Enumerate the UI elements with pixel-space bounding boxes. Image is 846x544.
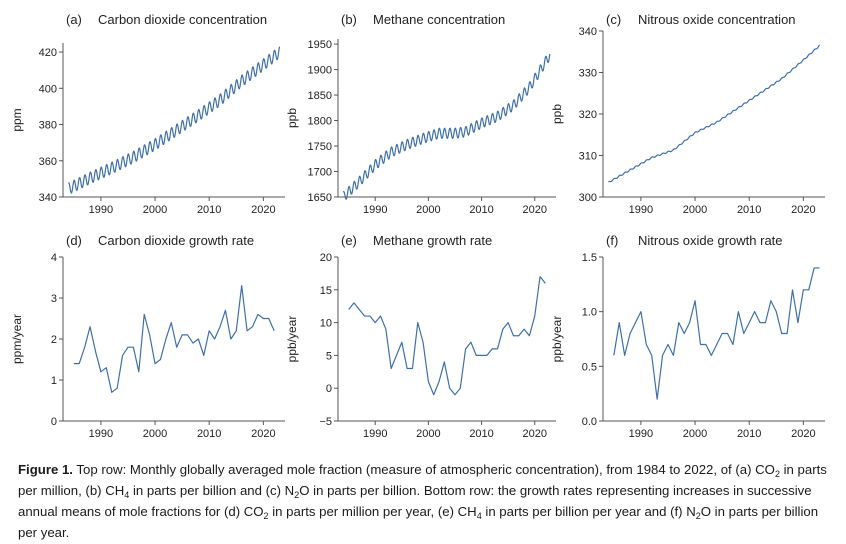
panel-c-title: Nitrous oxide concentration (638, 12, 796, 27)
panel-a-ylabel: ppm (10, 108, 24, 131)
panel-d-ytick-label-0: 0 (51, 416, 57, 428)
panel-d-ytick-label-4: 4 (51, 252, 57, 264)
panel-c-xtick-label-2: 2010 (737, 204, 761, 216)
panel-d-series-0-line (73, 285, 275, 393)
panel-a-title: Carbon dioxide concentration (98, 12, 267, 27)
figure: (a) Carbon dioxide concentration 340 360 380… (10, 12, 825, 440)
panel-a-ytick-label-3: 400 (39, 83, 57, 95)
panel-c-series-0-line (608, 44, 821, 183)
caption-subscript-6: 2 (695, 511, 701, 521)
panel-d-ytick-label-1: 1 (51, 375, 57, 387)
caption-text-5: in parts per million per year, (e) CH (268, 504, 477, 519)
panel-f-xtick-label-1: 2000 (683, 428, 707, 440)
panel-e-xtick-label-2: 2010 (469, 428, 493, 440)
caption-subscript-5: 4 (476, 511, 482, 521)
panel-e-ytick-label-0: −5 (319, 416, 332, 428)
panel-e-letter: (e) (341, 233, 357, 248)
panel-b-title: Methane concentration (373, 12, 505, 27)
panel-f-xtick-label-3: 2020 (791, 428, 815, 440)
panel-f-ylabel: ppb/year (550, 316, 564, 363)
panel-c-ytick-label-4: 340 (579, 26, 597, 38)
panel-a-ytick-label-4: 420 (39, 47, 57, 59)
caption-text-7: O in parts per billion per year. (18, 504, 819, 540)
panel-e-xtick-label-1: 2000 (416, 428, 440, 440)
panel-d-xtick-label-0: 1990 (89, 428, 113, 440)
panel-d-ytick-label-3: 3 (51, 293, 57, 305)
panel-e-xtick-label-0: 1990 (363, 428, 387, 440)
caption-text-3: in parts per billion and (c) N (129, 483, 295, 498)
panel-f-ytick-label-1: 0.5 (582, 361, 597, 373)
panel-e-title: Methane growth rate (373, 233, 492, 248)
panel-a-xtick-label-3: 2020 (251, 204, 275, 216)
panel-c-ytick-label-1: 310 (579, 151, 597, 163)
panel-c-ytick-label-0: 300 (579, 192, 597, 204)
panel-b-ylabel: ppb (285, 108, 299, 128)
panel-e-ytick-label-3: 10 (320, 318, 332, 330)
panel-b-ytick-label-2: 1750 (308, 141, 332, 153)
panel-b-xtick-label-2: 2010 (469, 204, 493, 216)
panel-e-ylabel: ppb/year (285, 316, 299, 363)
panel-a-xtick-label-1: 2000 (143, 204, 167, 216)
caption-subscript-2: 4 (124, 490, 130, 500)
caption-subscript-3: 2 (294, 490, 300, 500)
panel-d-ylabel: ppm/year (10, 314, 24, 364)
panel-e-ytick-label-2: 5 (326, 350, 332, 362)
panel-f-title: Nitrous oxide growth rate (638, 233, 783, 248)
panel-d-xtick-label-1: 2000 (143, 428, 167, 440)
panel-b-xtick-label-1: 2000 (416, 204, 440, 216)
panel-e-xtick-label-3: 2020 (522, 428, 546, 440)
caption-text-1: Top row: Monthly globally averaged mole … (72, 462, 775, 477)
chart-svg: (a) Carbon dioxide concentration340360380… (10, 12, 825, 440)
panel-f-xtick-label-2: 2010 (737, 428, 761, 440)
panel-b-letter: (b) (341, 12, 357, 27)
caption-text-2: in parts per million, (b) CH (18, 462, 827, 498)
panel-b-ytick-label-5: 1900 (308, 65, 332, 77)
panel-e-ytick-label-1: 0 (326, 383, 332, 395)
panel-b-ytick-label-3: 1800 (308, 116, 332, 128)
caption-text-6: in parts per billion per year and (f) N (481, 504, 696, 519)
panel-f-letter: (f) (606, 233, 618, 248)
panel-a-series-0-line (67, 46, 281, 194)
panel-b-ytick-label-0: 1650 (308, 192, 332, 204)
panel-e-series-0-line (348, 276, 546, 396)
panel-b-ytick-label-6: 1950 (308, 39, 332, 51)
panel-a-letter: (a) (66, 12, 82, 27)
panel-f-ytick-label-3: 1.5 (582, 252, 597, 264)
panel-e-ytick-label-4: 15 (320, 285, 332, 297)
panel-a-xtick-label-2: 2010 (197, 204, 221, 216)
panel-d-letter: (d) (66, 233, 82, 248)
panel-f-xtick-label-0: 1990 (629, 428, 653, 440)
panel-b-xtick-label-3: 2020 (522, 204, 546, 216)
panel-a-ytick-label-0: 340 (39, 192, 57, 204)
panel-f-ytick-label-0: 0.0 (582, 416, 597, 428)
panel-d-xtick-label-2: 2010 (197, 428, 221, 440)
panel-c-ylabel: ppb (550, 104, 564, 124)
panel-b-series-0-line (342, 54, 551, 200)
panel-c-letter: (c) (606, 12, 621, 27)
panel-a-ytick-label-2: 380 (39, 120, 57, 132)
figure-caption: Figure 1. Top row: Monthly globally aver… (18, 459, 833, 543)
panel-b-ytick-label-4: 1850 (308, 90, 332, 102)
caption-figure-label: Figure 1. (18, 462, 73, 477)
panel-c-xtick-label-3: 2020 (791, 204, 815, 216)
panel-c-xtick-label-1: 2000 (683, 204, 707, 216)
panel-b-ytick-label-1: 1700 (308, 167, 332, 179)
panel-d-xtick-label-3: 2020 (251, 428, 275, 440)
panel-c-ytick-label-3: 330 (579, 68, 597, 80)
panel-a-xtick-label-0: 1990 (89, 204, 113, 216)
caption-text-4: O in parts per billion. Bottom row: the … (18, 483, 812, 519)
caption-subscript-4: 2 (263, 511, 269, 521)
panel-e-ytick-label-5: 20 (320, 252, 332, 264)
panel-c-xtick-label-0: 1990 (629, 204, 653, 216)
panel-f-series-0-line (613, 267, 820, 400)
panel-f-ytick-label-2: 1.0 (582, 307, 597, 319)
panel-a-ytick-label-1: 360 (39, 156, 57, 168)
panel-b-xtick-label-0: 1990 (363, 204, 387, 216)
caption-subscript-1: 2 (774, 469, 780, 479)
panel-d-ytick-label-2: 2 (51, 334, 57, 346)
panel-c-ytick-label-2: 320 (579, 109, 597, 121)
panel-d-title: Carbon dioxide growth rate (98, 233, 254, 248)
